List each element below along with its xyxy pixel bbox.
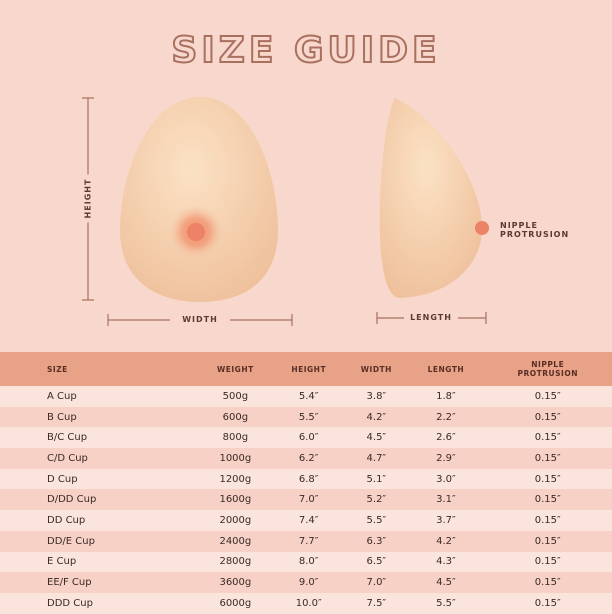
table-cell: 1000g: [197, 448, 274, 469]
table-cell: 800g: [197, 427, 274, 449]
table-cell: 2.6″: [408, 427, 484, 449]
table-cell: 4.5″: [344, 427, 409, 449]
table-cell: 3.8″: [344, 386, 409, 407]
width-label: WIDTH: [182, 315, 218, 324]
table-cell: 6.0″: [273, 427, 345, 449]
table-cell: 0.15″: [483, 530, 612, 552]
table-cell: 1600g: [197, 489, 274, 511]
table-cell: 2.9″: [408, 448, 484, 469]
table-cell: 0.15″: [483, 406, 612, 428]
side-view: [379, 98, 489, 298]
column-header: LENGTH: [408, 352, 484, 386]
length-label: LENGTH: [410, 313, 452, 322]
table-row: E Cup 2800g 8.0″ 6.5″ 4.3″ 0.15″: [0, 551, 612, 573]
table-cell: 3600g: [197, 572, 274, 593]
table-cell: 5.2″: [344, 489, 409, 511]
table-cell: 8.0″: [273, 551, 345, 573]
table-row: C/D Cup 1000g 6.2″ 4.7″ 2.9″ 0.15″: [0, 448, 612, 469]
column-header: HEIGHT: [273, 352, 345, 386]
table-cell: 9.0″: [273, 572, 345, 593]
table-cell: 5.5″: [408, 592, 484, 614]
table-cell: 0.15″: [483, 572, 612, 593]
table-cell: 5.5″: [344, 510, 409, 531]
product-illustration: [82, 97, 489, 326]
table-row: DDD Cup 6000g 10.0″ 7.5″ 5.5″ 0.15″: [0, 592, 612, 614]
table-cell: 3.1″: [408, 489, 484, 511]
table-cell: 0.15″: [483, 468, 612, 490]
table-cell: 5.1″: [344, 468, 409, 490]
table-cell: 3.7″: [408, 510, 484, 531]
table-cell: 1200g: [197, 468, 274, 490]
table-cell: 500g: [197, 386, 274, 407]
table-cell: 2000g: [197, 510, 274, 531]
protrusion-label: PROTRUSION: [500, 230, 570, 239]
table-cell: 5.5″: [273, 406, 345, 428]
table-row: D Cup 1200g 6.8″ 5.1″ 3.0″ 0.15″: [0, 468, 612, 490]
table-cell: 7.0″: [344, 572, 409, 593]
table-cell: 4.7″: [344, 448, 409, 469]
table-cell: 7.0″: [273, 489, 345, 511]
table-cell: 7.5″: [344, 592, 409, 614]
table-cell: 10.0″: [273, 592, 345, 614]
table-cell: 7.4″: [273, 510, 345, 531]
table-cell: 4.3″: [408, 551, 484, 573]
page-title: SIZE GUIDE: [170, 29, 441, 72]
nipple-label: NIPPLE: [500, 221, 538, 230]
table-cell: 6.8″: [273, 468, 345, 490]
table-row: EE/F Cup 3600g 9.0″ 7.0″ 4.5″ 0.15″: [0, 572, 612, 593]
height-label: HEIGHT: [83, 174, 93, 223]
table-cell: D Cup: [0, 468, 198, 490]
table-cell: 2.2″: [408, 406, 484, 428]
column-header: NIPPLE PROTRUSION: [483, 352, 612, 386]
table-cell: 5.4″: [273, 386, 345, 407]
table-cell: 6.5″: [344, 551, 409, 573]
table-cell: 0.15″: [483, 386, 612, 407]
table-cell: D/DD Cup: [0, 489, 198, 511]
table-cell: 0.15″: [483, 448, 612, 469]
column-header: WIDTH: [344, 352, 409, 386]
table-row: B Cup 600g 5.5″ 4.2″ 2.2″ 0.15″: [0, 406, 612, 428]
table-row: DD/E Cup 2400g 7.7″ 6.3″ 4.2″ 0.15″: [0, 530, 612, 552]
table-cell: 6000g: [197, 592, 274, 614]
table-row: A Cup 500g 5.4″ 3.8″ 1.8″ 0.15″: [0, 386, 612, 407]
column-header: WEIGHT: [197, 352, 274, 386]
table-cell: B Cup: [0, 406, 198, 428]
table-row: DD Cup 2000g 7.4″ 5.5″ 3.7″ 0.15″: [0, 510, 612, 531]
table-cell: A Cup: [0, 386, 198, 407]
table-row: D/DD Cup 1600g 7.0″ 5.2″ 3.1″ 0.15″: [0, 489, 612, 511]
table-cell: C/D Cup: [0, 448, 198, 469]
table-cell: 0.15″: [483, 592, 612, 614]
table-cell: 4.2″: [344, 406, 409, 428]
table-cell: 0.15″: [483, 510, 612, 531]
size-table: SIZE WEIGHT HEIGHT WIDTH LENGTH NIPPLE PROTRUS…: [0, 352, 612, 614]
column-header: SIZE: [0, 352, 198, 386]
table-cell: 4.5″: [408, 572, 484, 593]
table-cell: 6.3″: [344, 530, 409, 552]
table-cell: 600g: [197, 406, 274, 428]
table-cell: 0.15″: [483, 551, 612, 573]
table-cell: 2400g: [197, 530, 274, 552]
table-cell: 0.15″: [483, 427, 612, 449]
table-cell: 2800g: [197, 551, 274, 573]
table-cell: B/C Cup: [0, 427, 198, 449]
table-cell: 4.2″: [408, 530, 484, 552]
table-row: B/C Cup 800g 6.0″ 4.5″ 2.6″ 0.15″: [0, 427, 612, 449]
table-cell: E Cup: [0, 551, 198, 573]
table-cell: DD Cup: [0, 510, 198, 531]
front-view: [120, 97, 278, 302]
table-cell: 7.7″: [273, 530, 345, 552]
table-cell: 1.8″: [408, 386, 484, 407]
table-cell: DD/E Cup: [0, 530, 198, 552]
table-cell: 6.2″: [273, 448, 345, 469]
table-cell: EE/F Cup: [0, 572, 198, 593]
table-cell: 3.0″: [408, 468, 484, 490]
table-cell: DDD Cup: [0, 592, 198, 614]
table-cell: 0.15″: [483, 489, 612, 511]
